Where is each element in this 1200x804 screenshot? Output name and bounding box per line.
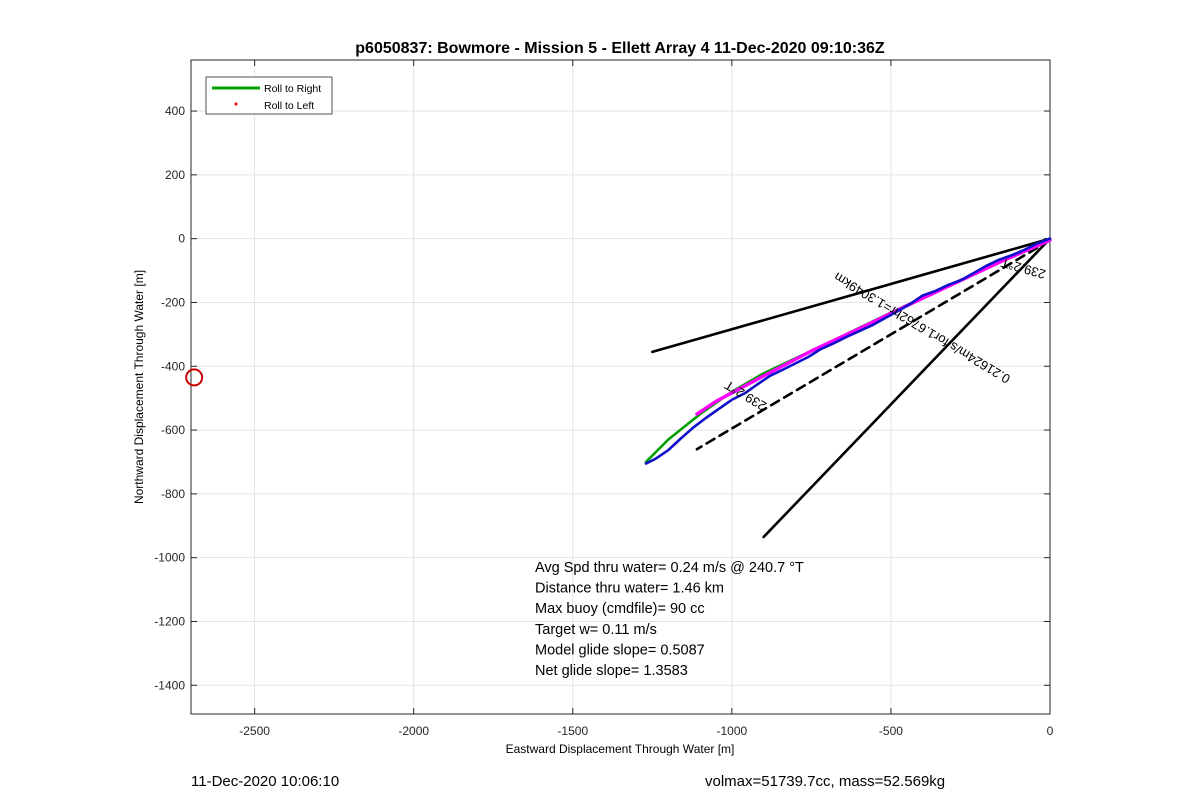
glide-dashed-line	[695, 238, 1052, 451]
chart-title: p6050837: Bowmore - Mission 5 - Ellett A…	[355, 40, 885, 57]
y-tick-label: -200	[161, 295, 185, 309]
stats-line: Net glide slope= 1.3583	[535, 663, 688, 679]
footer-timestamp: 11-Dec-2020 10:06:10	[191, 773, 340, 790]
track-series-0	[644, 237, 1052, 464]
y-tick-label: -800	[161, 487, 185, 501]
reference-line	[762, 237, 1052, 539]
track-series-2	[644, 237, 1052, 465]
y-tick-label: 200	[165, 168, 185, 182]
position-marker-circle	[185, 368, 204, 387]
y-tick-label: 400	[165, 104, 185, 118]
stats-text-block: Avg Spd thru water= 0.24 m/s @ 240.7 °T D…	[535, 560, 804, 679]
x-axis-label: Eastward Displacement Through Water [m]	[506, 742, 735, 756]
y-tick-label: -400	[161, 359, 185, 373]
annotations: 0.21624m/s for1.6762hr=1.3049km239.2°T23…	[722, 255, 1047, 414]
x-tick-label: -1000	[717, 724, 748, 738]
legend-swatch-roll-left	[234, 102, 238, 106]
track-series-1	[695, 238, 1052, 416]
stats-line: Avg Spd thru water= 0.24 m/s @ 240.7 °T	[535, 560, 804, 576]
stats-line: Model glide slope= 0.5087	[535, 642, 705, 658]
legend-label-roll-right: Roll to Right	[264, 83, 321, 95]
stats-line: Distance thru water= 1.46 km	[535, 581, 724, 597]
plot-area	[185, 237, 1052, 539]
axes-box	[190, 59, 1051, 715]
axis-ticks: -2500 -2000 -1500 -1000 -500 0-1400-1200-1000…	[154, 60, 1054, 738]
y-tick-label: 0	[178, 232, 185, 246]
y-tick-label: -600	[161, 423, 185, 437]
y-tick-label: -1400	[154, 678, 185, 692]
legend-label-roll-left: Roll to Left	[264, 100, 314, 112]
legend: Roll to Right Roll to Left	[205, 76, 333, 115]
stats-line: Max buoy (cmdfile)= 90 cc	[535, 601, 705, 617]
legend-box	[205, 76, 333, 115]
x-tick-label: -2500	[239, 724, 270, 738]
y-tick-label: -1000	[154, 551, 185, 565]
x-tick-label: -500	[879, 724, 903, 738]
y-tick-label: -1200	[154, 614, 185, 628]
track-annotation-1: 239.2°T	[999, 255, 1047, 282]
x-tick-label: -1500	[557, 724, 588, 738]
y-axis-label: Northward Displacement Through Water [m]	[132, 270, 146, 504]
reference-line	[651, 237, 1052, 354]
footer-volmax-mass: volmax=51739.7cc, mass=52.569kg	[705, 773, 946, 790]
x-tick-label: 0	[1047, 724, 1054, 738]
x-tick-label: -2000	[398, 724, 429, 738]
stats-line: Target w= 0.11 m/s	[535, 622, 657, 638]
